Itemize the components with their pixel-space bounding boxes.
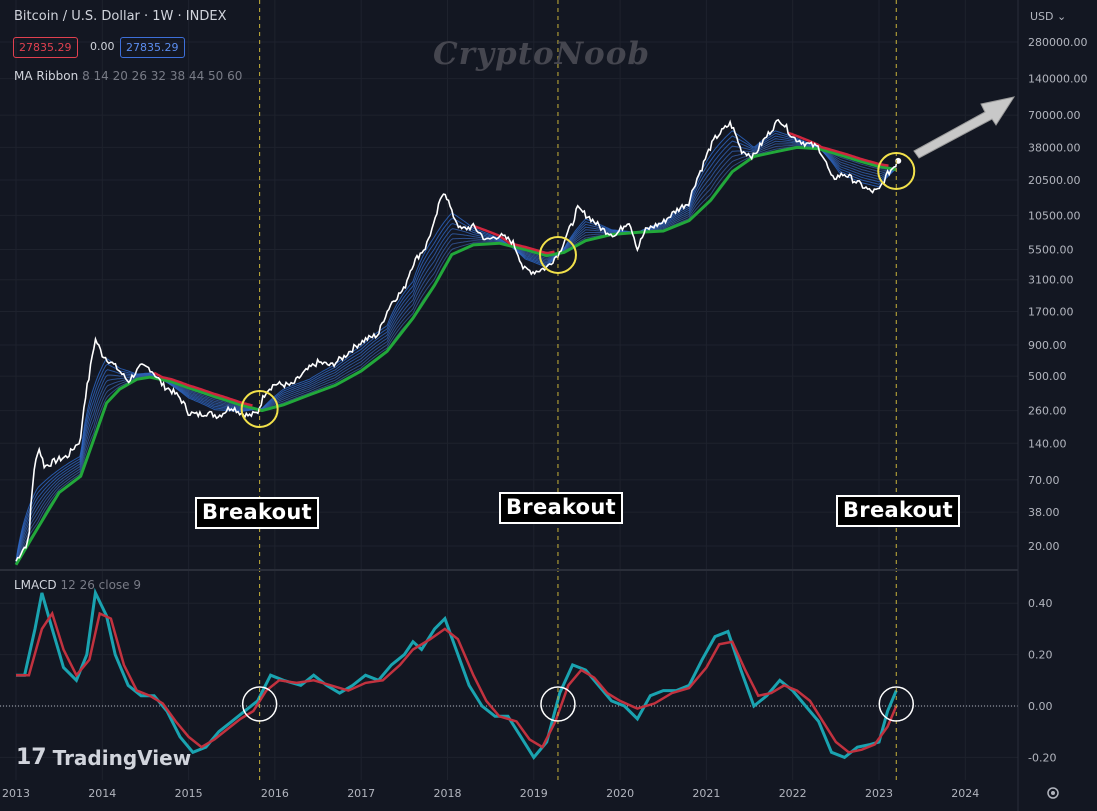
- time-axis-tick: 2013: [2, 787, 30, 800]
- price-axis-tick: 140.00: [1028, 437, 1067, 450]
- price-breakout-circle: [240, 390, 279, 428]
- price-axis-tick: 5500.00: [1028, 243, 1074, 256]
- macd-axis-tick: 0.40: [1028, 597, 1053, 610]
- price-axis-tick: 20.00: [1028, 540, 1060, 553]
- price-line-path: [15, 118, 898, 562]
- price-axis[interactable]: 280000.00 140000.00 70000.00 38000.00 20500.…: [1028, 36, 1088, 553]
- breakout-label-2023: Breakout: [836, 495, 960, 527]
- ma-slow-line: [14, 145, 897, 566]
- price-breakout-circle: [877, 152, 916, 190]
- macd-cross-circle: [878, 686, 915, 722]
- ask-price-box[interactable]: 27835.29: [120, 37, 185, 58]
- time-axis-tick: 2024: [951, 787, 979, 800]
- ma-declining-segment: [787, 131, 889, 167]
- breakout-label-2019: Breakout: [499, 492, 623, 524]
- lmacd-params: 12 26 close 9: [60, 578, 142, 592]
- price-axis-tick: 140000.00: [1028, 73, 1088, 86]
- price-axis-tick: 500.00: [1028, 370, 1067, 383]
- lmacd-lines: [0, 587, 1018, 760]
- symbol-title[interactable]: Bitcoin / U.S. Dollar · 1W · INDEX: [14, 9, 227, 24]
- price-axis-tick: 70000.00: [1028, 109, 1081, 122]
- price-axis-tick: 70.00: [1028, 474, 1060, 487]
- price-axis-tick: 3100.00: [1028, 274, 1074, 287]
- breakout-circles: [240, 152, 916, 722]
- price-axis-tick: 10500.00: [1028, 209, 1081, 222]
- macd-axis-tick: 0.00: [1028, 700, 1053, 713]
- currency-selector[interactable]: USD ⌄: [1030, 10, 1066, 23]
- chevron-down-icon: ⌄: [1057, 10, 1067, 23]
- price-axis-tick: 38.00: [1028, 506, 1060, 519]
- price-breakout-circle: [538, 236, 577, 274]
- time-axis-tick: 2015: [175, 787, 203, 800]
- ma-ribbon-name: MA Ribbon: [14, 69, 79, 83]
- macd-cross-circle: [241, 686, 278, 722]
- time-axis[interactable]: 2013 2014 2015 2016 2017 2018 2019 2020 2021 2022…: [2, 787, 979, 800]
- macd-axis-tick: -0.20: [1028, 751, 1056, 764]
- grid-lines: [0, 0, 1018, 780]
- time-axis-tick: 2023: [865, 787, 893, 800]
- time-axis-tick: 2021: [692, 787, 720, 800]
- lmacd-name: LMACD: [14, 578, 57, 592]
- ma-ribbon-params: 8 14 20 26 32 38 44 50 60: [82, 69, 243, 83]
- price-axis-tick: 1700.00: [1028, 305, 1074, 318]
- settings-gear-icon[interactable]: [1047, 787, 1059, 799]
- price-axis-tick: 280000.00: [1028, 36, 1088, 49]
- macd-line-path: [16, 587, 898, 760]
- tradingview-mark-icon: 𝟭𝟳: [16, 745, 47, 770]
- price-axis-tick: 38000.00: [1028, 141, 1081, 154]
- currency-label: USD: [1030, 10, 1054, 23]
- tradingview-wordmark: TradingView: [52, 745, 192, 770]
- time-axis-tick: 2014: [88, 787, 116, 800]
- time-axis-tick: 2018: [434, 787, 462, 800]
- macd-axis-tick: 0.20: [1028, 649, 1053, 662]
- time-axis-tick: 2019: [520, 787, 548, 800]
- time-axis-tick: 2022: [779, 787, 807, 800]
- time-axis-tick: 2017: [347, 787, 375, 800]
- signal-line-path: [16, 610, 898, 754]
- time-axis-tick: 2016: [261, 787, 289, 800]
- breakout-label-2015: Breakout: [195, 497, 319, 529]
- price-axis-tick: 260.00: [1028, 405, 1067, 418]
- breakout-markers: [259, 0, 897, 780]
- price-axis-tick: 20500.00: [1028, 174, 1081, 187]
- lmacd-legend[interactable]: LMACD 12 26 close 9: [14, 578, 141, 592]
- ma-ribbon-legend[interactable]: MA Ribbon 8 14 20 26 32 38 44 50 60: [14, 69, 242, 83]
- spread-value: 0.00: [90, 40, 115, 53]
- ma-slow-line-path: [14, 145, 897, 566]
- macd-axis[interactable]: 0.40 0.20 0.00 -0.20: [1028, 597, 1056, 764]
- ma-declining-segment: [153, 371, 253, 407]
- bid-price-box[interactable]: 27835.29: [13, 37, 78, 58]
- tradingview-logo[interactable]: 𝟭𝟳 TradingView: [16, 745, 191, 770]
- watermark: CryptoNoob: [433, 36, 651, 72]
- target-arrow: [913, 96, 1016, 159]
- time-axis-tick: 2020: [606, 787, 634, 800]
- macd-cross-circle: [540, 686, 576, 722]
- price-axis-tick: 900.00: [1028, 339, 1067, 352]
